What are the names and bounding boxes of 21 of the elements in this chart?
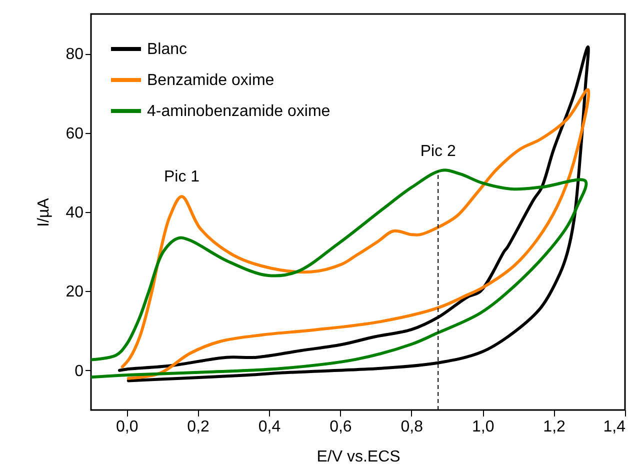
- y-tick-label: 0: [74, 362, 84, 380]
- legend-label: 4-aminobenzamide oxime: [147, 103, 330, 120]
- y-axis-title: I/µA: [36, 198, 53, 227]
- legend-label: Blanc: [147, 41, 188, 58]
- x-tick-label: 0,8: [400, 418, 424, 436]
- y-tick-label: 20: [66, 284, 84, 301]
- x-tick-label: 1,2: [543, 418, 566, 436]
- x-tick-label: 0,0: [116, 418, 138, 436]
- x-tick-label: 1,0: [472, 418, 494, 436]
- line-series: [91, 168, 587, 379]
- y-tick-label: 40: [66, 204, 84, 222]
- x-tick-label: 0,4: [258, 418, 281, 436]
- legend-label: Benzamide oxime: [147, 72, 274, 89]
- x-axis-title: E/V vs.ECS: [316, 448, 400, 466]
- x-tick-label: 1,4: [603, 418, 626, 436]
- annotation: Pic 2: [420, 143, 456, 160]
- y-tick-label: 80: [66, 46, 84, 64]
- x-tick-label: 0,6: [330, 418, 352, 436]
- annotation: Pic 1: [164, 168, 200, 186]
- y-tick-label: 60: [66, 125, 84, 142]
- x-tick-label: 0,2: [187, 418, 210, 436]
